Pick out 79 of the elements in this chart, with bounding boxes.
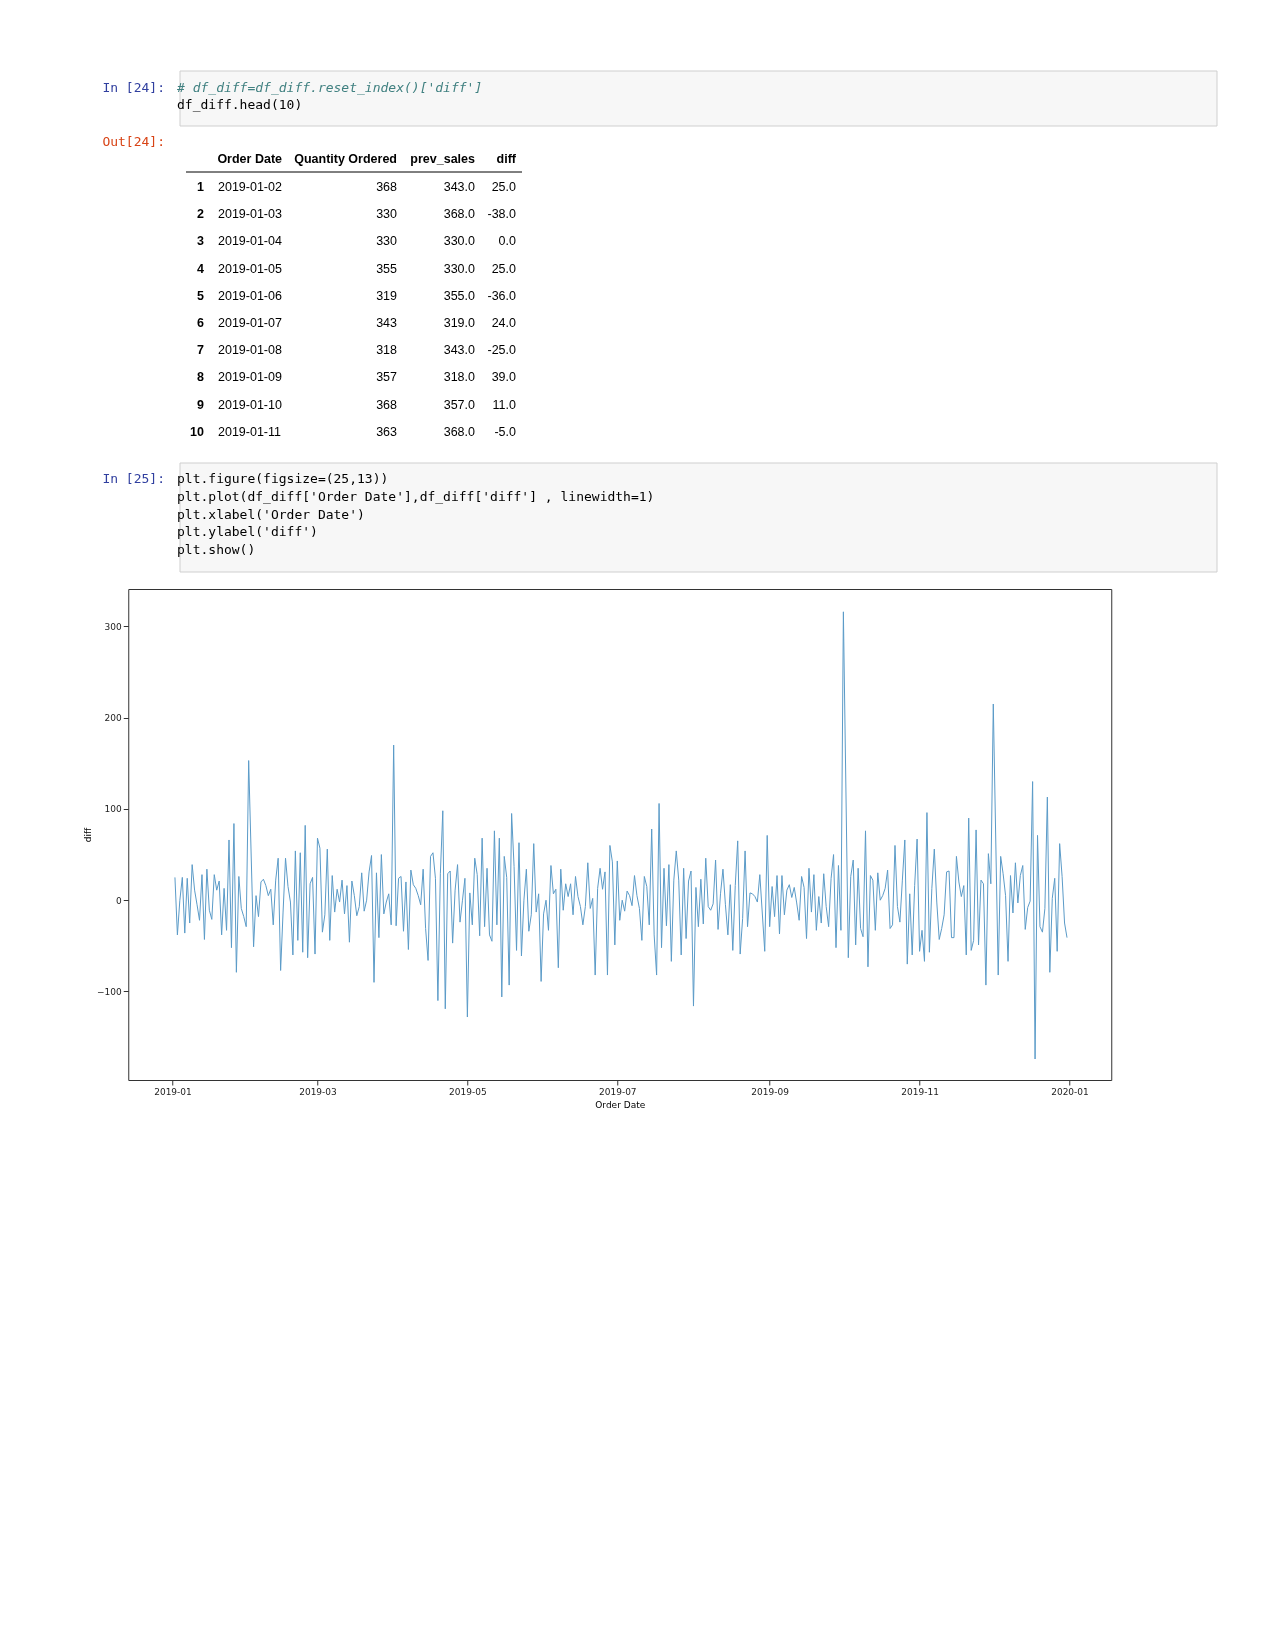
x-tick-label: 2020-01 [1051, 1086, 1089, 1097]
text: 2019-01-08 [218, 343, 282, 358]
text: Order Date [217, 152, 283, 166]
text: 318 [376, 343, 398, 358]
text: 6 [197, 316, 205, 330]
text: plt.xlabel('Order Date') [177, 506, 365, 522]
text: 368.0 [443, 207, 476, 222]
text: 10 [190, 424, 205, 439]
text: 9 [197, 397, 205, 412]
text: 2019-01-10 [218, 397, 282, 412]
text: 330.0 [443, 234, 476, 249]
text: 368 [376, 180, 398, 194]
text: 24.0 [491, 316, 517, 330]
text: 368 [376, 397, 398, 412]
text: prev_sales [410, 152, 476, 166]
text: 330.0 [443, 261, 476, 276]
text: 2019-01-11 [218, 424, 282, 439]
text: 25.0 [491, 180, 517, 194]
text: 363 [376, 424, 398, 439]
x-tick-label: 2019-09 [751, 1086, 790, 1097]
text: -36.0 [487, 288, 517, 303]
y-tick-label: 200 [104, 713, 123, 724]
text: 0.0 [498, 234, 517, 249]
y-tick-label: 0 [116, 895, 123, 906]
text: # df_diff=df_diff.reset_index()['diff'] [176, 80, 483, 95]
y-tick-label: 100 [104, 804, 123, 815]
text: 343 [376, 316, 398, 330]
text: 2 [197, 207, 205, 222]
x-tick-label: 2019-11 [901, 1086, 939, 1097]
text: plt.show() [177, 542, 256, 558]
text: 11.0 [492, 397, 517, 412]
text: 355.0 [443, 288, 476, 303]
x-tick-label: 2019-07 [598, 1086, 637, 1097]
text: 2019-01-09 [218, 370, 282, 385]
text: 357.0 [443, 397, 476, 412]
text: 25.0 [491, 261, 517, 276]
y-axis-title: diff [83, 827, 94, 843]
x-tick-label: 2019-01 [154, 1086, 192, 1097]
text: 355 [376, 261, 398, 276]
text: plt.ylabel('diff') [177, 524, 318, 540]
text: In [24]: [102, 80, 165, 95]
text: 5 [197, 288, 205, 303]
x-axis-title: Order Date [595, 1099, 646, 1110]
text: 7 [197, 343, 205, 358]
text: 319 [376, 288, 398, 303]
text: 2019-01-02 [218, 180, 282, 194]
text: 2019-01-03 [218, 207, 282, 222]
line-series [174, 611, 1068, 1060]
text: 343.0 [443, 180, 476, 194]
y-tick-label: −100 [97, 986, 123, 997]
text: 319.0 [443, 316, 476, 330]
x-tick-label: 2019-03 [299, 1086, 337, 1097]
text: 2019-01-05 [218, 261, 282, 276]
text: 330 [376, 207, 398, 222]
text: 2019-01-06 [218, 288, 282, 303]
text: 343.0 [443, 343, 476, 358]
text: df_diff.head(10) [177, 97, 303, 112]
text: plt.figure(figsize=(25,13)) [177, 471, 389, 486]
text: 4 [197, 261, 205, 276]
text: diff [496, 152, 517, 166]
text: -38.0 [487, 207, 517, 222]
text: -25.0 [487, 343, 517, 358]
text: 318.0 [443, 370, 476, 385]
text: 39.0 [491, 370, 517, 385]
text: Out[24]: [102, 134, 165, 149]
text: 357 [376, 370, 398, 385]
y-tick-label: 300 [104, 621, 123, 632]
text: 1 [197, 180, 205, 194]
text: -5.0 [494, 424, 517, 439]
text: 2019-01-04 [218, 234, 282, 249]
text: 8 [197, 370, 205, 385]
text: 2019-01-07 [218, 316, 282, 330]
text: 330 [376, 234, 398, 249]
text: 368.0 [443, 424, 476, 439]
text: plt.plot(df_diff['Order Date'],df_diff['diff'] , linewidth=1) [177, 488, 655, 504]
x-tick-label: 2019-05 [449, 1086, 487, 1097]
text: 3 [197, 234, 205, 249]
text: Quantity Ordered [294, 152, 397, 166]
text: In [25]: [102, 471, 165, 486]
